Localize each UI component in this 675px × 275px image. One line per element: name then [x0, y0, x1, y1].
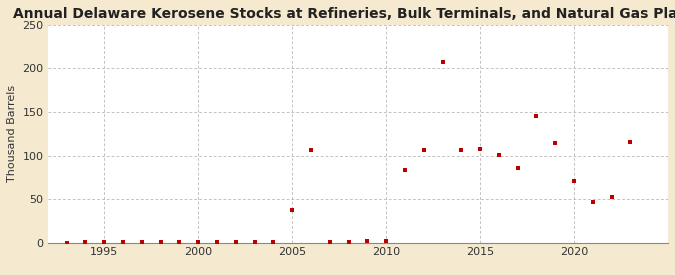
Point [550, 141, 561, 146]
Point [230, 240, 241, 244]
Point [475, 147, 485, 151]
Point [606, 194, 617, 199]
Title: Annual Delaware Kerosene Stocks at Refineries, Bulk Terminals, and Natural Gas P: Annual Delaware Kerosene Stocks at Refin… [14, 7, 675, 21]
Point [211, 240, 222, 244]
Point [136, 240, 147, 244]
Point [512, 166, 523, 170]
Point [493, 153, 504, 157]
Point [61, 241, 72, 245]
Point [306, 147, 317, 152]
Point [418, 148, 429, 153]
Point [343, 240, 354, 244]
Point [117, 240, 128, 244]
Point [155, 240, 166, 244]
Point [381, 239, 392, 243]
Point [249, 240, 260, 244]
Point [268, 240, 279, 244]
Point [174, 240, 185, 244]
Point [625, 139, 636, 144]
Point [193, 240, 204, 244]
Point [400, 167, 410, 172]
Point [287, 208, 298, 212]
Point [324, 240, 335, 244]
Point [99, 240, 109, 244]
Y-axis label: Thousand Barrels: Thousand Barrels [7, 85, 17, 182]
Point [80, 240, 90, 244]
Point [456, 147, 466, 152]
Point [437, 59, 448, 64]
Point [531, 113, 542, 118]
Point [362, 239, 373, 243]
Point [587, 200, 598, 204]
Point [568, 179, 579, 183]
